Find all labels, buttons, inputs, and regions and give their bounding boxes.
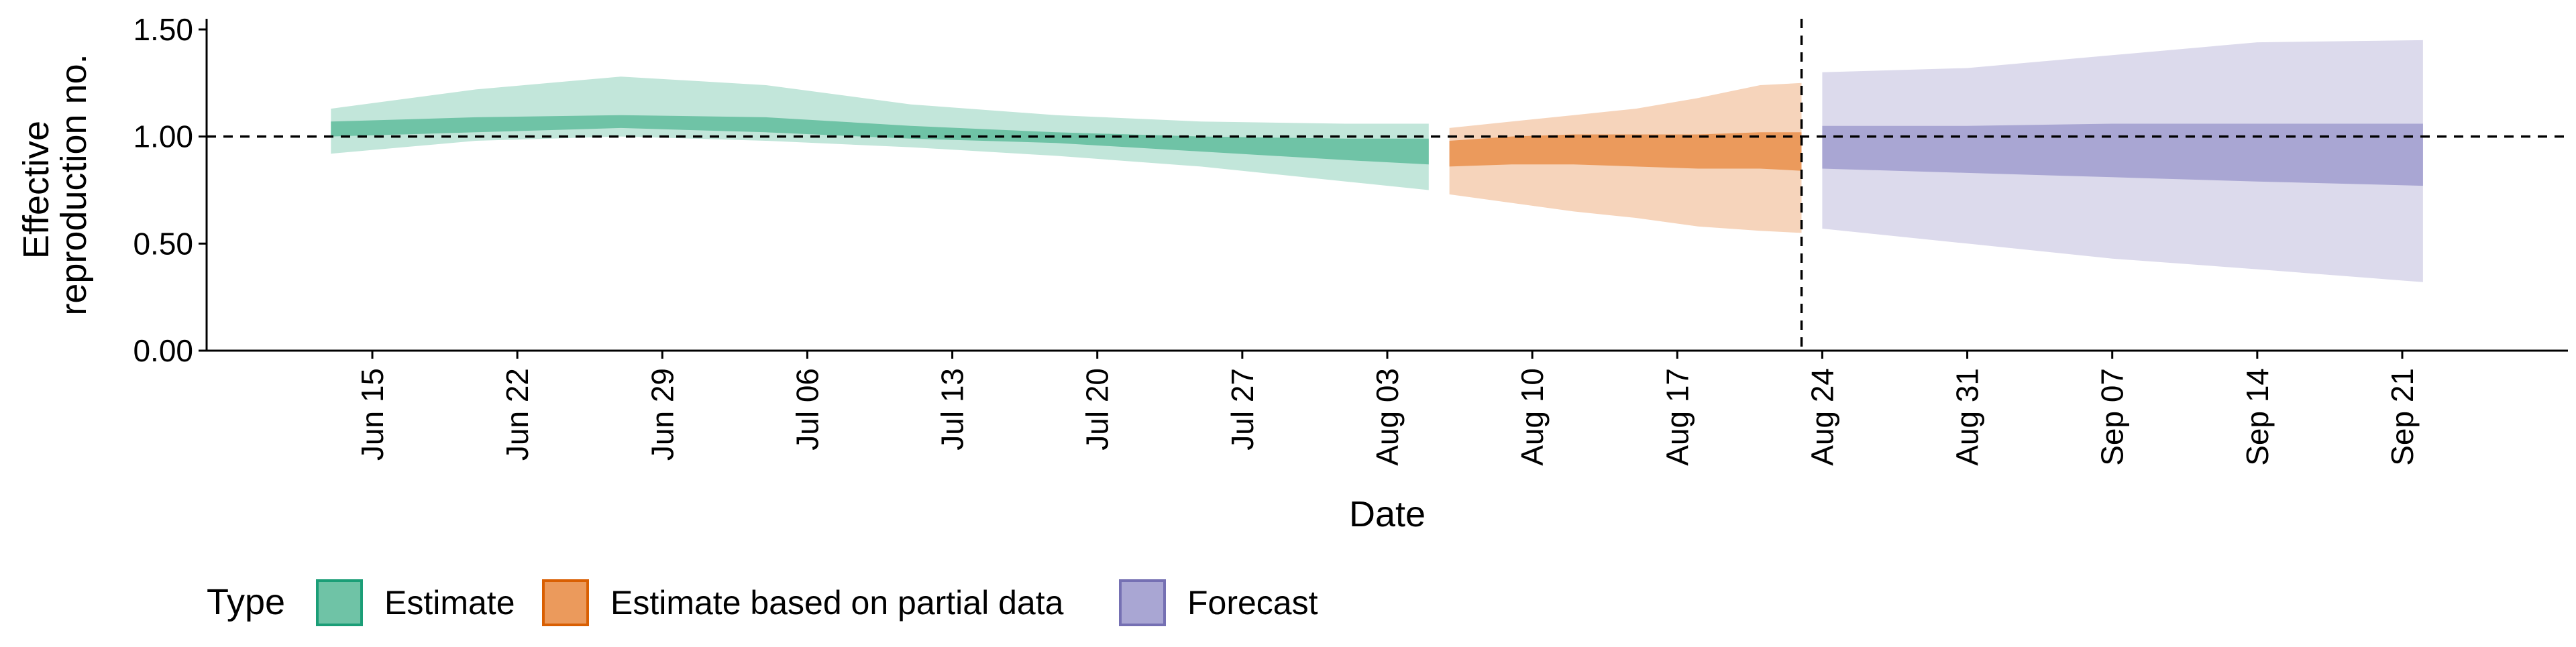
legend-key-forecast bbox=[1119, 579, 1166, 626]
x-axis-title: Date bbox=[1349, 494, 1426, 534]
y-ticks: 0.00 0.50 1.00 1.50 bbox=[133, 12, 207, 368]
x-tick-label: Aug 10 bbox=[1515, 368, 1550, 466]
x-tick-label: Jun 15 bbox=[355, 368, 390, 461]
legend-entry-partial-data: Estimate based on partial data bbox=[542, 579, 1064, 626]
reference-lines bbox=[207, 19, 2568, 351]
band-inner-forecast bbox=[1822, 123, 2423, 186]
legend-entry-forecast: Forecast bbox=[1119, 579, 1318, 626]
legend-key-partial-data bbox=[542, 579, 589, 626]
x-tick-label: Aug 03 bbox=[1370, 368, 1405, 466]
x-tick-label: Aug 17 bbox=[1660, 368, 1695, 466]
legend-key-estimate bbox=[316, 579, 363, 626]
legend-entry-estimate: Estimate bbox=[316, 579, 515, 626]
legend-title: Type bbox=[207, 582, 285, 622]
x-tick-label: Jul 20 bbox=[1080, 368, 1115, 451]
x-tick-label: Jun 29 bbox=[645, 368, 680, 461]
x-tick-label: Jul 06 bbox=[790, 368, 824, 451]
y-axis-title-line-1: Effective bbox=[16, 121, 56, 259]
uncertainty-bands bbox=[331, 40, 2423, 282]
x-tick-label: Jun 22 bbox=[500, 368, 535, 461]
x-tick-label: Jul 27 bbox=[1225, 368, 1260, 451]
x-tick-label: Aug 31 bbox=[1950, 368, 1985, 466]
y-tick-label: 1.50 bbox=[133, 12, 193, 47]
legend-label-estimate: Estimate bbox=[384, 584, 515, 622]
x-tick-label: Sep 07 bbox=[2095, 368, 2130, 466]
legend-label-forecast: Forecast bbox=[1187, 584, 1318, 622]
y-axis-title: Effective reproduction no. bbox=[16, 54, 94, 315]
x-tick-label: Jul 13 bbox=[935, 368, 970, 451]
y-tick-label: 0.00 bbox=[133, 333, 193, 368]
x-tick-label: Sep 21 bbox=[2385, 368, 2420, 466]
band-inner-estimate-based-on-partial-data bbox=[1449, 132, 1802, 171]
x-ticks: Jun 15 Jun 22 Jun 29 Jul 06 Jul 13 Jul 20 Jul … bbox=[355, 351, 2420, 466]
y-tick-label: 1.00 bbox=[133, 119, 193, 154]
band-inner-estimate bbox=[331, 115, 1429, 165]
y-tick-label: 0.50 bbox=[133, 226, 193, 261]
x-tick-label: Aug 24 bbox=[1805, 368, 1839, 466]
legend: Type Estimate Estimate based on partial … bbox=[207, 579, 1318, 626]
x-tick-label: Sep 14 bbox=[2240, 368, 2275, 466]
legend-label-partial-data: Estimate based on partial data bbox=[610, 584, 1064, 622]
axes: 0.00 0.50 1.00 1.50 Jun 15 Jun 22 Jun 29 Jul 0… bbox=[133, 12, 2568, 466]
y-axis-title-line-2: reproduction no. bbox=[54, 54, 94, 315]
